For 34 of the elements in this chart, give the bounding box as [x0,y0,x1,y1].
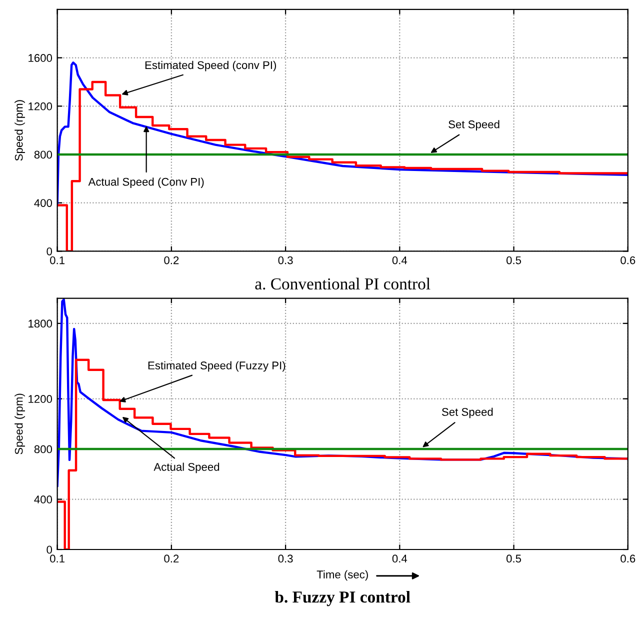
y-tick-label: 800 [34,445,52,454]
y-tick-label: 1600 [28,54,52,62]
x-tick-label: 0.6 [620,256,636,264]
y-tick-label: 0 [46,247,52,256]
x-tick-label: 0.3 [278,256,293,264]
text: b. Fuzzy PI control [274,590,410,606]
annotation: Actual Speed [154,462,220,474]
x-tick-label: 0.1 [50,554,64,563]
y-axis-title: Speed (rpm) [14,394,25,454]
y-tick-label: 1200 [28,102,52,110]
annotation: Set Speed [448,120,500,130]
annotation: Estimated Speed (Fuzzy PI) [148,361,286,372]
y-tick-label: 400 [34,199,52,207]
y-tick-label: 1800 [28,320,52,328]
line-series [57,62,628,206]
y-tick-label: 1200 [28,395,52,403]
x-tick-label: 0.2 [164,256,179,264]
x-tick-label: 0.4 [392,256,408,264]
annotation: Estimated Speed (conv PI) [145,60,276,72]
annotation: Actual Speed (Conv PI) [88,178,204,188]
annotation: Set Speed [442,408,493,418]
x-tick-label: 0.2 [164,554,179,563]
x-tick-label: 0.6 [620,554,636,563]
y-axis-title: Speed (rpm) [14,100,25,161]
x-tick-label: 0.5 [506,554,522,563]
text: a. Conventional PI control [255,278,430,290]
x-tick-label: 0.3 [278,554,293,563]
x-tick-label: 0.1 [50,256,64,264]
y-tick-label: 800 [34,150,52,159]
x-axis-title: Time (sec) [316,570,368,581]
x-tick-label: 0.4 [392,554,408,563]
y-tick-label: 400 [34,496,52,504]
y-tick-label: 0 [46,546,52,554]
x-tick-label: 0.5 [506,256,522,264]
